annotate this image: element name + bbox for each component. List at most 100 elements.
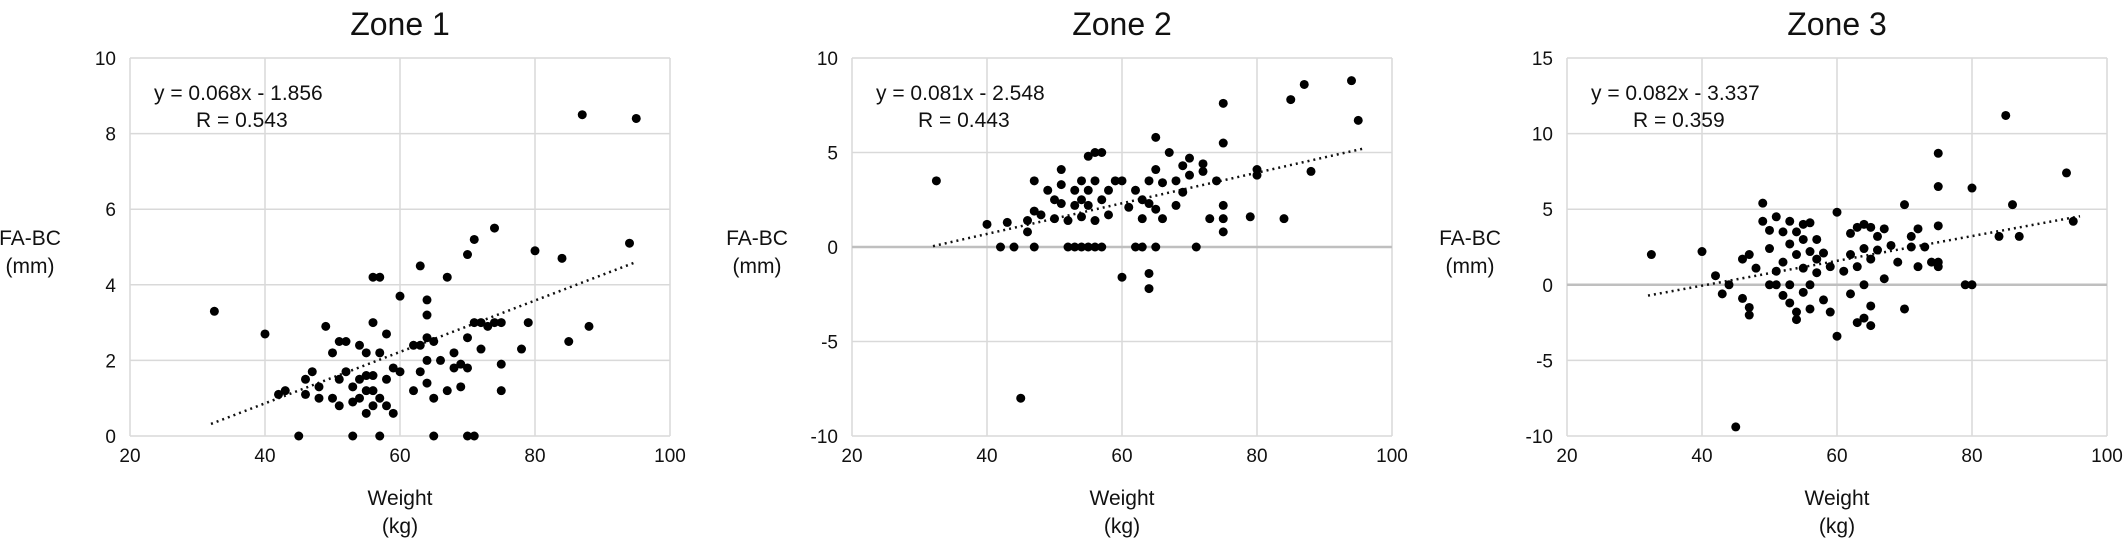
data-point: [463, 431, 472, 441]
data-point: [1185, 153, 1194, 163]
data-point: [1077, 242, 1086, 252]
y-tick-label: 10: [95, 49, 116, 70]
data-point: [1178, 187, 1188, 197]
data-point: [1151, 165, 1161, 175]
x-axis-unit: (kg): [382, 515, 418, 538]
y-tick-label: 10: [817, 49, 838, 70]
data-point: [334, 401, 344, 411]
data-point: [1137, 195, 1147, 205]
data-point: [1812, 254, 1822, 264]
x-tick-label: 20: [841, 446, 862, 467]
x-tick-label: 100: [654, 446, 686, 467]
x-axis-title: Weight: [1090, 487, 1155, 510]
correlation-label: R = 0.443: [918, 109, 1010, 132]
data-point: [415, 261, 425, 271]
data-point: [1117, 272, 1127, 282]
data-point: [388, 363, 398, 373]
data-point: [1765, 225, 1774, 235]
data-point: [1967, 280, 1977, 290]
data-point: [1353, 115, 1363, 125]
data-point: [1778, 290, 1788, 300]
data-point: [422, 378, 432, 388]
data-point: [422, 333, 432, 343]
x-tick-label: 40: [254, 446, 275, 467]
data-point: [1144, 284, 1154, 294]
data-point: [1063, 216, 1073, 226]
data-point: [2014, 231, 2024, 241]
data-point: [1812, 234, 1822, 244]
data-point: [1859, 244, 1869, 254]
data-point: [1893, 257, 1903, 267]
data-point: [368, 318, 378, 328]
data-point: [1198, 159, 1208, 169]
data-point: [1798, 234, 1808, 244]
data-point: [1697, 247, 1707, 257]
y-tick-label: 4: [105, 276, 116, 297]
trendline: [932, 146, 1366, 248]
y-tick-label: 10: [1532, 125, 1553, 146]
data-point: [1765, 244, 1774, 254]
data-point: [1023, 227, 1032, 237]
data-point: [1191, 242, 1201, 252]
data-point: [1785, 239, 1795, 249]
x-tick-label: 100: [2091, 446, 2123, 467]
data-point: [415, 340, 425, 350]
data-point: [1036, 210, 1046, 220]
y-axis-unit: (mm): [733, 255, 782, 278]
data-point: [1866, 254, 1876, 264]
data-point: [496, 386, 506, 396]
data-point: [382, 329, 391, 339]
data-point: [1785, 216, 1795, 226]
data-point: [1077, 176, 1086, 186]
data-point: [1738, 293, 1747, 303]
data-point: [1886, 240, 1896, 250]
data-point: [355, 393, 364, 403]
data-point: [1104, 185, 1113, 195]
data-point: [1131, 242, 1140, 252]
data-point: [1137, 242, 1147, 252]
data-point: [1016, 393, 1026, 403]
data-point: [382, 374, 391, 384]
data-point: [449, 348, 459, 358]
data-point: [1933, 221, 1943, 231]
data-point: [260, 329, 270, 339]
data-point: [2001, 110, 2011, 120]
data-point: [1852, 262, 1862, 272]
data-point: [1744, 250, 1754, 260]
data-point: [1151, 242, 1161, 252]
data-point: [1050, 214, 1059, 224]
data-point: [1758, 198, 1768, 208]
data-point: [294, 431, 304, 441]
data-point: [1043, 185, 1053, 195]
data-point: [1137, 214, 1147, 224]
data-point: [1859, 280, 1869, 290]
x-tick-label: 60: [1111, 446, 1132, 467]
data-point: [469, 431, 479, 441]
data-point: [361, 386, 371, 396]
data-point: [1900, 200, 1909, 210]
x-axis-unit: (kg): [1104, 515, 1140, 538]
data-point: [490, 318, 499, 328]
data-point: [1090, 216, 1100, 226]
data-point: [341, 337, 351, 346]
data-point: [1205, 214, 1215, 224]
data-point: [1792, 307, 1801, 317]
data-point: [577, 110, 587, 120]
x-tick-label: 40: [976, 446, 997, 467]
data-point: [2062, 168, 2071, 178]
data-point: [1792, 227, 1801, 237]
y-tick-label: 15: [1532, 49, 1553, 70]
data-point: [1927, 257, 1936, 267]
data-point: [1771, 212, 1781, 222]
data-point: [449, 363, 459, 373]
y-tick-label: -5: [821, 333, 838, 354]
data-point: [1819, 295, 1828, 305]
data-point: [314, 382, 324, 392]
data-point: [1832, 331, 1842, 341]
data-point: [375, 431, 385, 441]
data-point: [368, 386, 378, 396]
data-point: [1151, 132, 1161, 142]
data-point: [1002, 217, 1012, 227]
data-point: [1063, 242, 1073, 252]
data-point: [368, 401, 378, 411]
